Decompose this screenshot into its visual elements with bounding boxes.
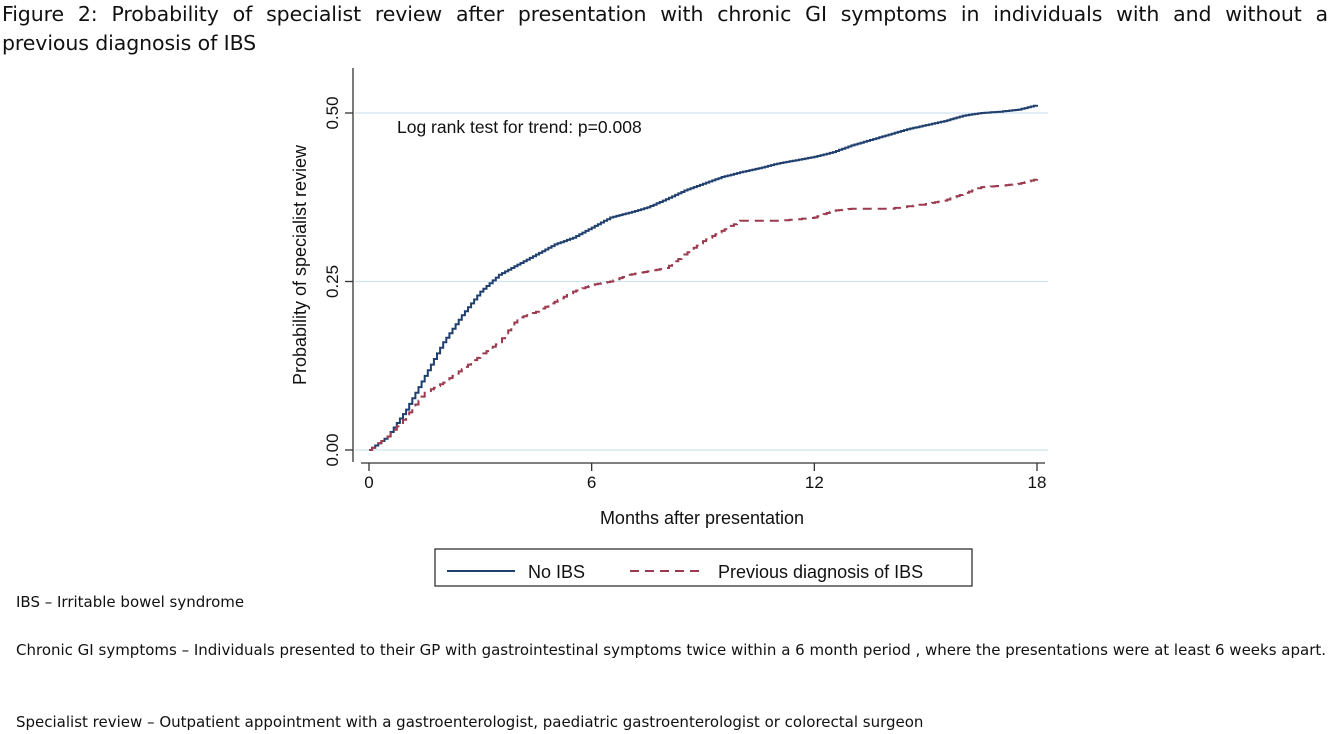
axis-layer: Probability of specialist review Months … — [290, 68, 1046, 528]
grid-layer — [355, 112, 1048, 451]
series-layer — [369, 104, 1038, 451]
series-line-no-ibs — [369, 104, 1038, 451]
x-tick-label: 0 — [364, 473, 373, 492]
legend: No IBS Previous diagnosis of IBS — [434, 548, 973, 587]
figure-title-line-2: previous diagnosis of IBS — [2, 31, 257, 55]
y-tick-label: 0.00 — [323, 433, 342, 466]
note-chronic-gi-definition: Chronic GI symptoms – Individuals presen… — [16, 641, 1327, 659]
series-line-previous-ibs — [369, 178, 1038, 451]
figure-title: Figure 2: Probability of specialist revi… — [2, 0, 1328, 58]
x-tick-label: 12 — [805, 473, 824, 492]
legend-label-previous-ibs: Previous diagnosis of IBS — [718, 562, 923, 582]
x-tick-label: 6 — [587, 473, 596, 492]
legend-box — [434, 548, 973, 587]
log-rank-annotation: Log rank test for trend: p=0.008 — [397, 117, 642, 137]
x-tick-label: 18 — [1028, 473, 1047, 492]
legend-label-no-ibs: No IBS — [528, 562, 585, 582]
y-tick-label: 0.25 — [323, 265, 342, 298]
note-ibs-definition: IBS – Irritable bowel syndrome — [16, 593, 245, 611]
figure-title-line-1: Figure 2: Probability of specialist revi… — [2, 2, 1328, 26]
survival-chart: Probability of specialist review Months … — [290, 68, 1048, 587]
note-specialist-review-definition: Specialist review – Outpatient appointme… — [16, 713, 924, 731]
x-axis-label: Months after presentation — [600, 508, 804, 528]
y-axis-label: Probability of specialist review — [290, 144, 310, 385]
y-tick-label: 0.50 — [323, 96, 342, 129]
